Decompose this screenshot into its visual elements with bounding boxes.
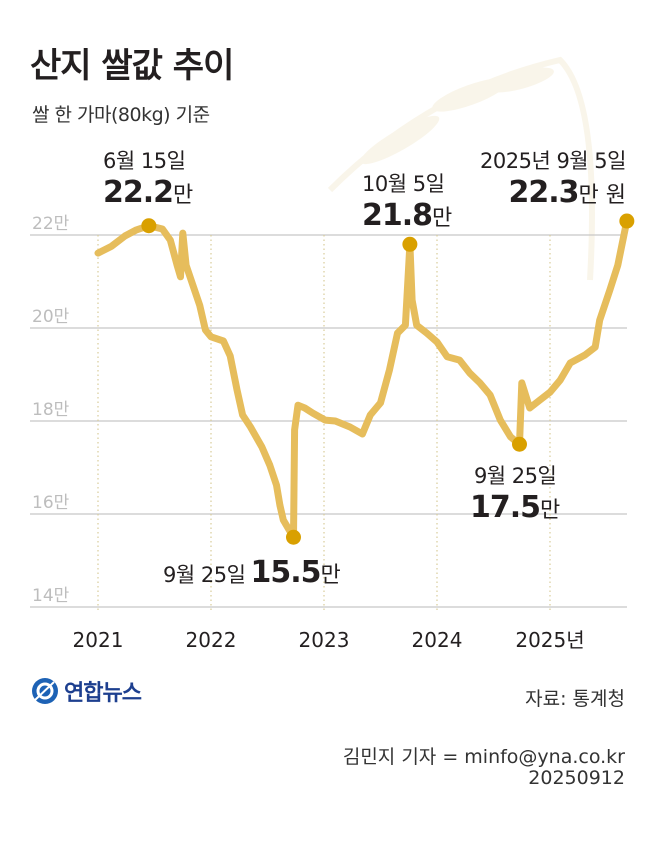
annotation-marker	[141, 218, 157, 234]
x-tick-label: 2021	[73, 628, 124, 652]
byline: 김민지 기자 = minfo@yna.co.kr	[342, 746, 625, 768]
annotation-label: 9월 25일 17.5만	[470, 460, 560, 525]
annotation-marker	[402, 236, 418, 252]
x-tick-label: 2025년	[515, 628, 584, 652]
chart-title: 산지 쌀값 추이	[30, 46, 234, 86]
x-tick-label: 2024	[412, 628, 463, 652]
logo-text: 연합뉴스	[64, 681, 142, 706]
publish-date: 20250912	[528, 767, 625, 789]
y-tick-label: 22만	[32, 214, 70, 234]
annotation-date: 9월 25일	[473, 464, 557, 488]
annotation-date: 10월 5일	[362, 172, 445, 196]
y-tick-label: 20만	[32, 307, 70, 327]
annotation-unit: 만	[173, 183, 194, 208]
annotation-marker	[619, 213, 635, 229]
annotation-date: 9월 25일	[163, 563, 246, 587]
y-tick-label: 16만	[32, 493, 70, 513]
annotation-unit: 만	[320, 563, 341, 588]
annotation-date: 6월 15일	[103, 149, 186, 173]
y-tick-label: 18만	[32, 400, 70, 420]
yonhap-logo-icon	[32, 678, 58, 704]
annotation-value: 17.5	[470, 490, 541, 525]
series-line	[94, 217, 631, 541]
x-tick-label: 2022	[186, 628, 237, 652]
annotation-marker	[511, 436, 527, 452]
annotation-unit: 만 원	[578, 183, 626, 208]
annotation-marker	[285, 529, 301, 545]
annotation-label: 10월 5일 21.8만	[362, 168, 452, 233]
annotation-label: 2025년 9월 5일 22.3만 원	[480, 145, 626, 210]
annotation-value: 21.8	[362, 198, 433, 233]
y-tick-label: 14만	[32, 586, 70, 606]
source: 자료: 통계청	[525, 688, 625, 710]
annotation-value: 22.3	[508, 175, 579, 210]
annotation-value: 22.2	[103, 175, 174, 210]
annotation-value: 15.5	[250, 555, 322, 590]
annotation-label: 6월 15일 22.2만	[103, 145, 193, 210]
annotation-label: 9월 25일 15.5만	[163, 555, 341, 590]
yonhap-logo: 연합뉴스	[30, 675, 142, 707]
x-tick-label: 2023	[299, 628, 350, 652]
chart-subtitle: 쌀 한 가마(80kg) 기준	[32, 104, 210, 126]
annotation-unit: 만	[432, 206, 453, 231]
annotation-date: 2025년 9월 5일	[480, 149, 626, 173]
annotation-unit: 만	[540, 498, 561, 523]
rice-stalk-decoration	[327, 56, 595, 281]
